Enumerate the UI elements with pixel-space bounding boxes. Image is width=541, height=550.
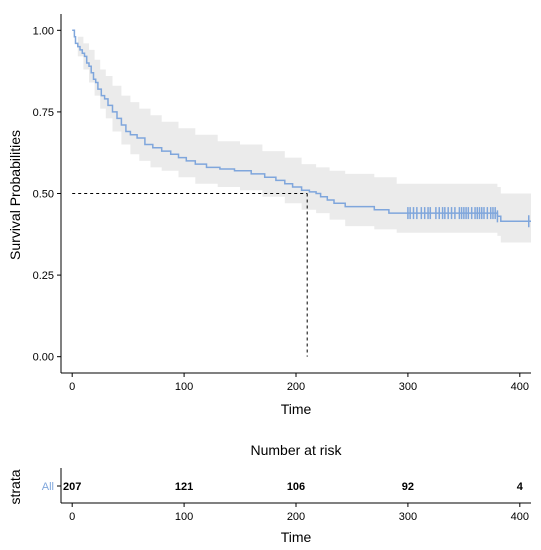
x-tick-label: 200 xyxy=(287,381,305,393)
confidence-band xyxy=(72,30,531,243)
x-axis-title: Time xyxy=(281,401,312,417)
x-tick-label: 300 xyxy=(399,381,417,393)
risk-x-tick-label: 100 xyxy=(175,511,193,523)
censor-marks xyxy=(407,207,530,228)
risk-table-axes: 0 100 200 300 400 xyxy=(57,468,531,523)
risk-row-label: All xyxy=(42,481,54,493)
risk-x-tick-label: 200 xyxy=(287,511,305,523)
risk-count: 106 xyxy=(287,481,305,493)
x-tick-label: 0 xyxy=(69,381,75,393)
risk-count: 92 xyxy=(402,481,414,493)
risk-count: 207 xyxy=(63,481,81,493)
x-tick-label: 100 xyxy=(175,381,193,393)
risk-x-tick-label: 300 xyxy=(399,511,417,523)
risk-x-tick-label: 0 xyxy=(69,511,75,523)
risk-count: 121 xyxy=(175,481,193,493)
median-reference-lines xyxy=(72,193,308,357)
survival-plot: 0.00 0.25 0.50 0.75 1.00 0 100 200 300 400 Surviv… xyxy=(7,14,531,417)
y-tick-label: 1.00 xyxy=(33,25,54,37)
risk-x-tick-label: 400 xyxy=(511,511,529,523)
y-axis-title: Survival Probabilities xyxy=(7,130,23,260)
survival-curve-all xyxy=(72,29,531,222)
risk-table-y-title: strata xyxy=(7,469,23,504)
y-tick-label: 0.75 xyxy=(33,107,54,119)
main-axes: 0.00 0.25 0.50 0.75 1.00 0 100 200 300 400 xyxy=(33,14,531,393)
y-tick-label: 0.25 xyxy=(33,270,54,282)
x-tick-label: 400 xyxy=(511,381,529,393)
risk-count: 4 xyxy=(517,481,524,493)
y-tick-label: 0.50 xyxy=(33,189,54,201)
risk-table-row-all: All 207 121 106 92 4 xyxy=(42,481,524,493)
risk-table: Number at risk 0 100 200 300 400 All 207 121 10… xyxy=(7,442,531,545)
y-tick-label: 0.00 xyxy=(33,352,54,364)
risk-table-title: Number at risk xyxy=(250,442,342,458)
risk-table-x-title: Time xyxy=(281,529,312,545)
